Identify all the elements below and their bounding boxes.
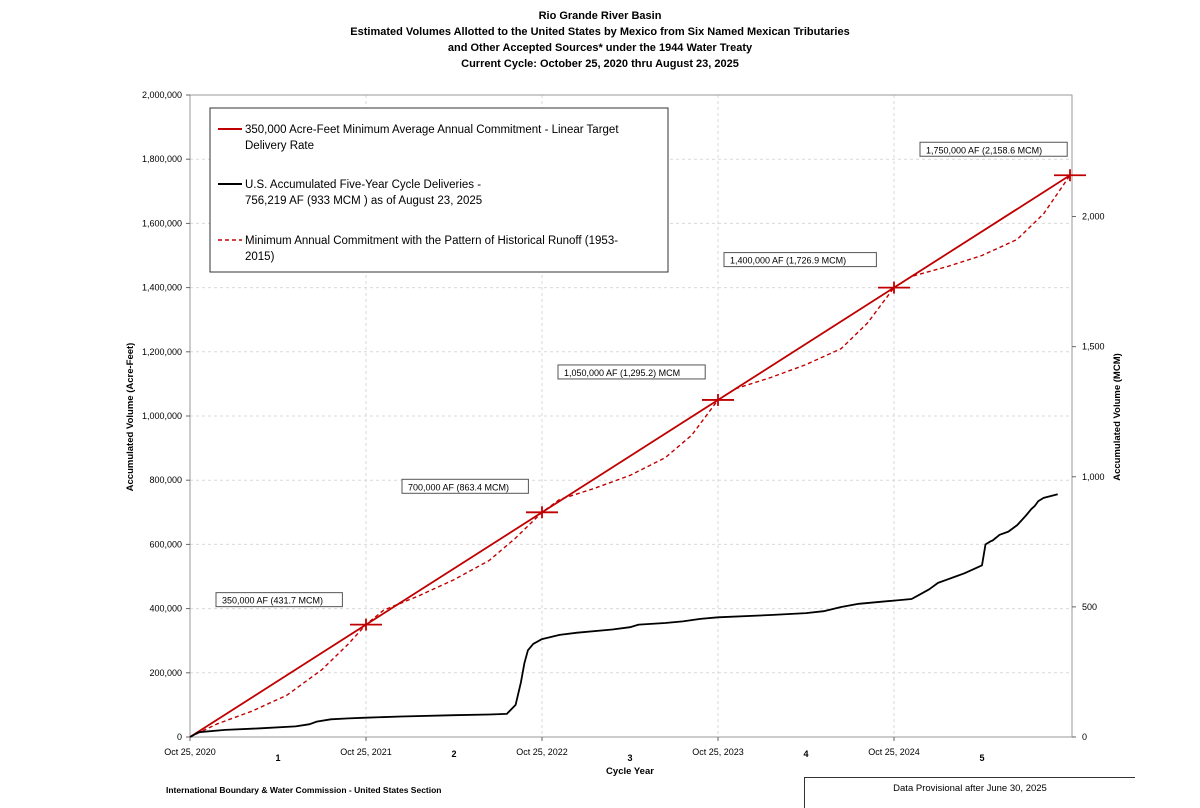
chart-title: Rio Grande River Basin Estimated Volumes… <box>0 8 1200 72</box>
y2-tick-label: 1,500 <box>1082 342 1105 352</box>
title-line-3: and Other Accepted Sources* under the 19… <box>447 42 753 54</box>
y2-tick-label: 2,000 <box>1082 212 1105 222</box>
milestone-label: 700,000 AF (863.4 MCM) <box>408 482 509 492</box>
x-tick-label: Oct 25, 2023 <box>692 747 744 757</box>
milestone-label-box <box>723 252 877 268</box>
legend-label-linear-target-1: 350,000 Acre-Feet Minimum Average Annual… <box>245 124 619 136</box>
milestone-markers: 350,000 AF (431.7 MCM) 700,000 AF (863.4 … <box>215 141 1086 631</box>
y-tick-label: 1,800,000 <box>142 154 182 164</box>
x-axis-title: Cycle Year <box>606 766 654 777</box>
legend-label-historical-pattern-2: 2015) <box>245 251 275 263</box>
y-axis: 0 200,000 400,000 600,000 800,000 1,000,000 1,… <box>142 90 190 742</box>
y-tick-label: 1,600,000 <box>142 218 182 228</box>
series-lines <box>189 174 1071 738</box>
x-tick-label: Oct 25, 2022 <box>516 747 568 757</box>
y-tick-label: 400,000 <box>149 604 182 614</box>
y-tick-label: 800,000 <box>149 475 182 485</box>
cycle-number-labels: 1 2 3 4 5 <box>275 749 984 763</box>
series-historical-pattern <box>189 174 1071 738</box>
legend-label-us-deliveries-2: 756,219 AF (933 MCM ) as of August 23, 2… <box>245 195 482 207</box>
legend-box <box>209 107 669 273</box>
milestone-label-box <box>401 478 529 494</box>
y-axis-title: Accumulated Volume (Acre-Feet) <box>125 343 136 492</box>
series-us-deliveries <box>189 493 1058 738</box>
y2-axis-title: Accumulated Volume (MCM) <box>1112 353 1123 481</box>
cycle-number-label: 3 <box>627 753 632 763</box>
milestone-label-box <box>919 141 1068 157</box>
milestone-label-box <box>557 364 706 380</box>
legend-label-us-deliveries-1: U.S. Accumulated Five-Year Cycle Deliver… <box>245 179 481 191</box>
y2-axis: 0 500 1,000 1,500 2,000 <box>1072 212 1105 742</box>
y-tick-label: 200,000 <box>149 668 182 678</box>
x-tick-label: Oct 25, 2020 <box>164 747 216 757</box>
milestone-label: 1,050,000 AF (1,295.2) MCM <box>564 368 680 378</box>
series-linear-target <box>189 174 1071 738</box>
title-line-1: Rio Grande River Basin <box>538 10 662 22</box>
y-tick-label: 1,000,000 <box>142 411 182 421</box>
milestone-label: 1,400,000 AF (1,726.9 MCM) <box>730 256 846 266</box>
footer-agency: International Boundary & Water Commissio… <box>166 785 442 795</box>
y2-tick-label: 1,000 <box>1082 472 1105 482</box>
legend-label-historical-pattern-1: Minimum Annual Commitment with the Patte… <box>245 235 618 247</box>
title-line-4: Current Cycle: October 25, 2020 thru Aug… <box>461 58 739 70</box>
x-tick-label: Oct 25, 2021 <box>340 747 392 757</box>
cycle-number-label: 4 <box>803 749 808 759</box>
x-axis: Oct 25, 2020 Oct 25, 2021 Oct 25, 2022 Oct … <box>164 737 920 757</box>
cycle-number-label: 1 <box>275 753 280 763</box>
y-tick-label: 2,000,000 <box>142 90 182 100</box>
milestone-label-box <box>215 592 343 608</box>
y-tick-label: 1,200,000 <box>142 347 182 357</box>
cycle-number-label: 2 <box>451 749 456 759</box>
legend-label-linear-target-2: Delivery Rate <box>245 140 314 152</box>
legend: 350,000 Acre-Feet Minimum Average Annual… <box>209 107 669 273</box>
footer-data-note: Data Provisional after June 30, 2025 <box>804 777 1135 808</box>
milestone-label: 1,750,000 AF (2,158.6 MCM) <box>926 145 1042 155</box>
milestone-label: 350,000 AF (431.7 MCM) <box>222 596 323 606</box>
y-tick-label: 600,000 <box>149 539 182 549</box>
y2-tick-label: 500 <box>1082 602 1097 612</box>
x-tick-label: Oct 25, 2024 <box>868 747 920 757</box>
y-tick-label: 0 <box>177 732 182 742</box>
y2-tick-label: 0 <box>1082 732 1087 742</box>
title-line-2: Estimated Volumes Allotted to the United… <box>350 26 850 38</box>
y-tick-label: 1,400,000 <box>142 283 182 293</box>
cycle-number-label: 5 <box>979 753 984 763</box>
